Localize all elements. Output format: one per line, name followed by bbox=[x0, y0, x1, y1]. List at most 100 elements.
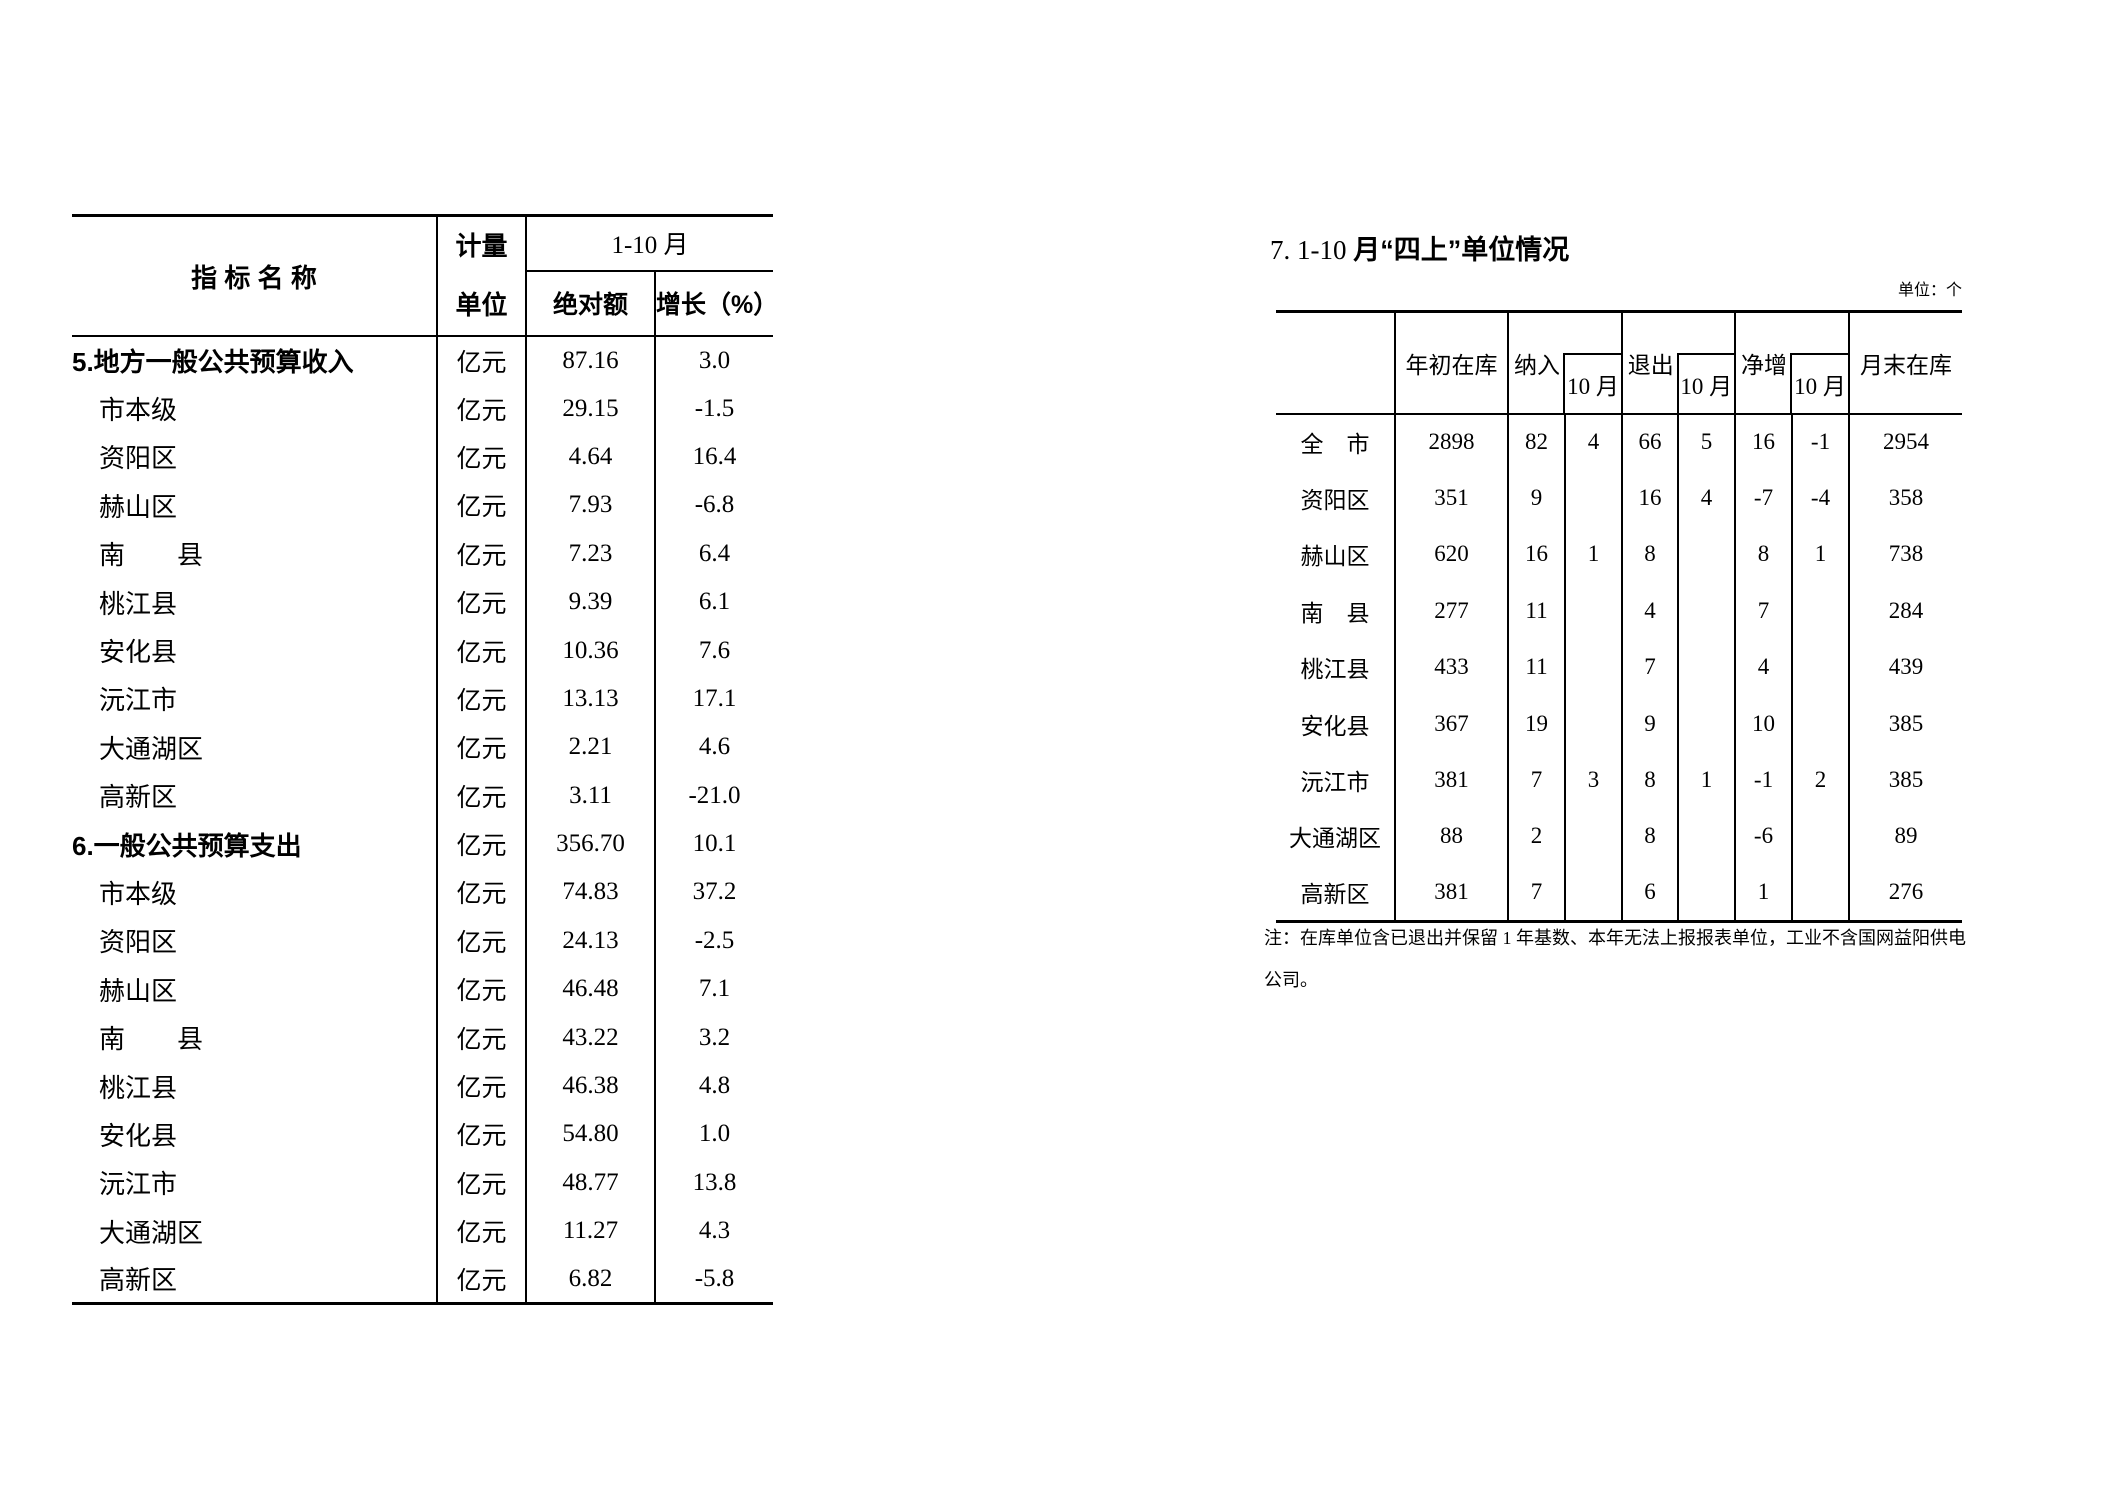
region-row: 南 县 277 11 4 7 284 bbox=[1276, 582, 1962, 640]
unit-label: 单位：个 bbox=[1897, 282, 1962, 299]
indicator-label: 安化县 bbox=[99, 1121, 178, 1151]
measure-unit-cell: 亿元 bbox=[436, 481, 526, 530]
header-exited: 退出 bbox=[1627, 352, 1674, 378]
region-value-cell: 381 bbox=[1394, 864, 1508, 922]
absolute-amount-cell: 4.64 bbox=[525, 432, 655, 482]
indicator-row: 南 县 亿元 7.23 6.4 bbox=[72, 529, 774, 578]
header-absolute-amount: 绝对额 bbox=[525, 270, 655, 338]
region-value-cell: 7 bbox=[1507, 751, 1565, 809]
region-value-cell bbox=[1677, 695, 1735, 752]
measure-unit-cell: 亿元 bbox=[436, 1255, 526, 1304]
region-value-cell: 5 bbox=[1677, 413, 1735, 470]
absolute-amount-cell: 74.83 bbox=[525, 868, 655, 917]
region-value-cell: 367 bbox=[1394, 695, 1508, 752]
indicator-row: 资阳区 亿元 4.64 16.4 bbox=[72, 432, 774, 482]
indicator-label: 赫山区 bbox=[99, 976, 178, 1006]
growth-percent-cell: 7.1 bbox=[653, 965, 774, 1014]
region-value-cell: 19 bbox=[1507, 695, 1565, 752]
measure-unit-cell: 亿元 bbox=[436, 529, 526, 578]
indicator-row: 市本级 亿元 74.83 37.2 bbox=[72, 868, 774, 917]
header-exited-october: 10 月 bbox=[1680, 373, 1733, 399]
header-net-increase-group: 净增 10 月 bbox=[1734, 311, 1849, 415]
indicator-row: 南 县 亿元 43.22 3.2 bbox=[72, 1013, 774, 1062]
region-value-cell: 11 bbox=[1507, 639, 1565, 696]
indicator-row: 赫山区 亿元 7.93 -6.8 bbox=[72, 481, 774, 530]
indicator-label: 市本级 bbox=[99, 396, 178, 426]
region-value-cell bbox=[1677, 864, 1735, 922]
region-value-cell: 1 bbox=[1734, 864, 1792, 922]
indicator-label: 桃江县 bbox=[99, 589, 178, 619]
region-row: 全 市 2898 82 4 66 5 16 -1 2954 bbox=[1276, 413, 1962, 470]
measure-unit-cell: 亿元 bbox=[436, 1013, 526, 1062]
region-row: 安化县 367 19 9 10 385 bbox=[1276, 695, 1962, 752]
growth-percent-cell: -1.5 bbox=[653, 384, 774, 433]
measure-unit-cell: 亿元 bbox=[436, 723, 526, 772]
section-title-text: 月“四上”单位情况 bbox=[1353, 235, 1570, 265]
region-value-cell: 385 bbox=[1848, 695, 1962, 752]
measure-unit-cell: 亿元 bbox=[436, 1207, 526, 1256]
region-value-cell: 351 bbox=[1394, 469, 1508, 527]
indicator-row: 桃江县 亿元 9.39 6.1 bbox=[72, 577, 774, 627]
indicator-label: 桃江县 bbox=[99, 1073, 178, 1103]
region-value-cell: 89 bbox=[1848, 808, 1962, 865]
indicator-row: 赫山区 亿元 46.48 7.1 bbox=[72, 965, 774, 1014]
region-value-cell: 88 bbox=[1394, 808, 1508, 865]
indicator-label: 南 县 bbox=[99, 541, 204, 571]
growth-percent-cell: -2.5 bbox=[653, 916, 774, 966]
region-value-cell: 16 bbox=[1734, 413, 1792, 470]
region-value-cell: 358 bbox=[1848, 469, 1962, 527]
region-label: 高新区 bbox=[1300, 882, 1370, 908]
region-value-cell bbox=[1564, 469, 1622, 527]
absolute-amount-cell: 7.23 bbox=[525, 529, 655, 578]
growth-percent-cell: 4.3 bbox=[653, 1207, 774, 1256]
growth-percent-cell: -6.8 bbox=[653, 481, 774, 530]
indicator-row: 5.地方一般公共预算收入 亿元 87.16 3.0 bbox=[72, 336, 774, 385]
indicator-row: 大通湖区 亿元 11.27 4.3 bbox=[72, 1207, 774, 1256]
absolute-amount-cell: 48.77 bbox=[525, 1158, 655, 1208]
measure-unit-cell: 亿元 bbox=[436, 965, 526, 1014]
region-value-cell bbox=[1791, 864, 1849, 922]
region-value-cell: 2954 bbox=[1848, 413, 1962, 470]
measure-unit-cell: 亿元 bbox=[436, 577, 526, 627]
region-value-cell: 11 bbox=[1507, 582, 1565, 640]
region-value-cell bbox=[1791, 695, 1849, 752]
region-value-cell: 277 bbox=[1394, 582, 1508, 640]
region-label: 全 市 bbox=[1300, 432, 1370, 458]
growth-percent-cell: 6.1 bbox=[653, 577, 774, 627]
header-start-of-year-count: 年初在库 bbox=[1394, 311, 1508, 415]
measure-unit-cell: 亿元 bbox=[436, 432, 526, 482]
absolute-amount-cell: 24.13 bbox=[525, 916, 655, 966]
region-value-cell: 433 bbox=[1394, 639, 1508, 696]
region-value-cell: -7 bbox=[1734, 469, 1792, 527]
region-value-cell: 284 bbox=[1848, 582, 1962, 640]
region-value-cell bbox=[1791, 639, 1849, 696]
region-value-cell: 4 bbox=[1621, 582, 1678, 640]
region-value-cell bbox=[1564, 808, 1622, 865]
growth-percent-cell: 1.0 bbox=[653, 1110, 774, 1159]
header-indicator-name: 指 标 名 称 bbox=[72, 215, 437, 337]
measure-unit-cell: 亿元 bbox=[436, 626, 526, 675]
footnote: 注：在库单位含已退出并保留 1 年基数、本年无法上报报表单位，工业不含国网益阳供… bbox=[1264, 917, 1976, 1001]
region-value-cell: 2 bbox=[1507, 808, 1565, 865]
region-label: 沅江市 bbox=[1300, 770, 1370, 796]
region-value-cell: 3 bbox=[1564, 751, 1622, 809]
region-value-cell: -6 bbox=[1734, 808, 1792, 865]
header-measure-unit: 计量 单位 bbox=[436, 215, 526, 337]
header-growth-percent: 增长（%） bbox=[653, 270, 778, 338]
growth-percent-cell: -21.0 bbox=[653, 771, 774, 820]
absolute-amount-cell: 43.22 bbox=[525, 1013, 655, 1062]
region-value-cell: 4 bbox=[1677, 469, 1735, 527]
region-value-cell: 4 bbox=[1734, 639, 1792, 696]
indicator-row: 大通湖区 亿元 2.21 4.6 bbox=[72, 723, 774, 772]
region-value-cell: 2 bbox=[1791, 751, 1849, 809]
region-value-cell: 1 bbox=[1564, 526, 1622, 583]
indicator-label: 大通湖区 bbox=[99, 1218, 204, 1248]
header-net-increase-october-box: 10 月 bbox=[1790, 353, 1848, 413]
absolute-amount-cell: 46.48 bbox=[525, 965, 655, 1014]
indicator-label: 5.地方一般公共预算收入 bbox=[72, 347, 354, 378]
header-period: 1-10 月 bbox=[524, 215, 774, 272]
region-value-cell: 9 bbox=[1507, 469, 1565, 527]
region-value-cell: 381 bbox=[1394, 751, 1508, 809]
region-label: 南 县 bbox=[1300, 600, 1370, 626]
absolute-amount-cell: 13.13 bbox=[525, 674, 655, 724]
